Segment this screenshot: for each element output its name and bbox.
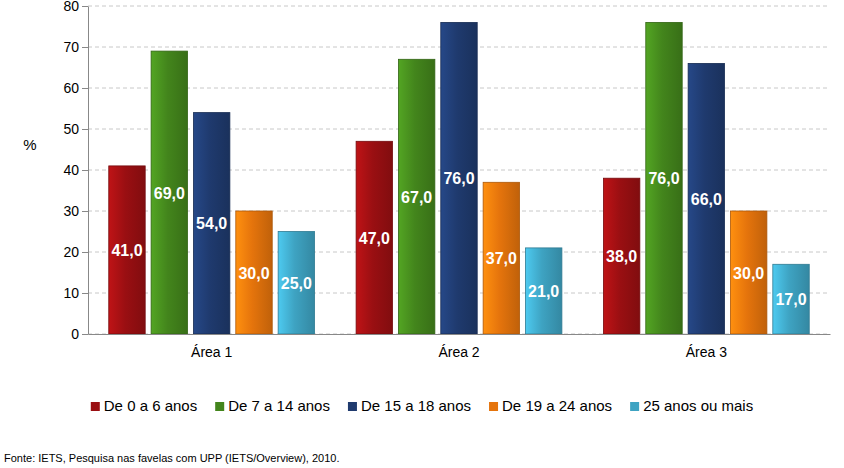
- legend-item: 25 anos ou mais: [630, 397, 753, 414]
- bar: [398, 59, 434, 334]
- tick: 0: [71, 326, 88, 342]
- data-label: 76,0: [648, 170, 679, 187]
- axis-title: %: [23, 136, 36, 153]
- tick-label: 20: [63, 244, 79, 260]
- data-label: 25,0: [281, 275, 312, 292]
- tick: 20: [63, 244, 88, 260]
- tick-mark: [82, 252, 88, 253]
- tick-mark: [82, 47, 88, 48]
- tick-label: 50: [63, 121, 79, 137]
- data-label: 41,0: [111, 242, 142, 259]
- bar: [483, 182, 519, 334]
- legend-swatch: [489, 402, 498, 411]
- tick: Área 3: [686, 334, 727, 360]
- axis-line: [88, 7, 89, 335]
- data-label: 76,0: [443, 170, 474, 187]
- legend-item: De 19 a 24 anos: [489, 397, 612, 414]
- legend-item: De 0 a 6 anos: [91, 397, 197, 414]
- bar: [356, 141, 392, 334]
- tick-label: Área 3: [686, 344, 727, 360]
- bar: [773, 264, 809, 334]
- data-label: 47,0: [359, 230, 390, 247]
- data-label: 37,0: [486, 250, 517, 267]
- legend-label: 25 anos ou mais: [643, 397, 753, 414]
- bar: [441, 22, 477, 334]
- legend-swatch: [215, 402, 224, 411]
- tick-mark: [82, 211, 88, 212]
- tick-label: 10: [63, 285, 79, 301]
- legend-swatch: [91, 402, 100, 411]
- tick-mark: [82, 88, 88, 89]
- tick: 50: [63, 121, 88, 137]
- chart: 41,0 47,0 38,0 69,0 67,0 76,0 54,0 76,0 66,0 30,0…: [0, 0, 844, 468]
- tick: 10: [63, 285, 88, 301]
- bar: [236, 211, 272, 334]
- data-label: 30,0: [733, 265, 764, 282]
- y-axis: 0 10 20 30 40 50 60 70 80: [63, 0, 88, 342]
- bars: [109, 22, 809, 334]
- legend-item: De 7 a 14 anos: [215, 397, 330, 414]
- data-label: 66,0: [691, 191, 722, 208]
- tick-label: 40: [63, 162, 79, 178]
- bar: [278, 232, 314, 335]
- legend-swatch: [630, 402, 639, 411]
- data-label: 67,0: [401, 189, 432, 206]
- legend-item: De 15 a 18 anos: [348, 397, 471, 414]
- tick-mark: [82, 293, 88, 294]
- tick-label: 70: [63, 39, 79, 55]
- bar: [688, 63, 724, 334]
- tick: Área 1: [191, 334, 232, 360]
- grid-line: [88, 6, 830, 7]
- tick-label: 30: [63, 203, 79, 219]
- legend-swatch: [348, 402, 357, 411]
- tick-mark: [82, 6, 88, 7]
- legend-label: De 15 a 18 anos: [361, 397, 471, 414]
- tick-label: Área 2: [438, 344, 479, 360]
- grid: [88, 6, 830, 334]
- bar: [525, 248, 561, 334]
- legend-label: De 0 a 6 anos: [104, 397, 197, 414]
- data-label: 17,0: [775, 291, 806, 308]
- tick-mark: [82, 334, 88, 335]
- data-label: 54,0: [196, 215, 227, 232]
- tick: Área 2: [438, 334, 479, 360]
- data-label: 69,0: [154, 185, 185, 202]
- bar: [603, 178, 639, 334]
- x-axis: Área 1 Área 2 Área 3: [89, 334, 831, 360]
- tick-mark: [82, 170, 88, 171]
- legend-label: De 7 a 14 anos: [228, 397, 330, 414]
- tick: 60: [63, 80, 88, 96]
- data-label: 21,0: [528, 283, 559, 300]
- tick: 30: [63, 203, 88, 219]
- source: Fonte: IETS, Pesquisa nas favelas com UP…: [4, 452, 339, 464]
- bar: [193, 113, 229, 334]
- legend-label: De 19 a 24 anos: [502, 397, 612, 414]
- tick-label: 60: [63, 80, 79, 96]
- tick: 70: [63, 39, 88, 55]
- tick: 80: [63, 0, 88, 14]
- tick-label: 0: [71, 326, 79, 342]
- bar: [730, 211, 766, 334]
- tick-label: Área 1: [191, 344, 232, 360]
- data-label: 38,0: [606, 248, 637, 265]
- axis-line: [89, 334, 831, 335]
- bar: [151, 51, 187, 334]
- tick-mark: [82, 129, 88, 130]
- legend: De 0 a 6 anos De 7 a 14 anos De 15 a 18 an…: [91, 397, 753, 414]
- data-label: 30,0: [238, 265, 269, 282]
- tick: 40: [63, 162, 88, 178]
- bar: [109, 166, 145, 334]
- bar: [646, 22, 682, 334]
- data-labels: 41,0 47,0 38,0 69,0 67,0 76,0 54,0 76,0 66,0 30,0…: [111, 170, 806, 308]
- tick-label: 80: [63, 0, 79, 14]
